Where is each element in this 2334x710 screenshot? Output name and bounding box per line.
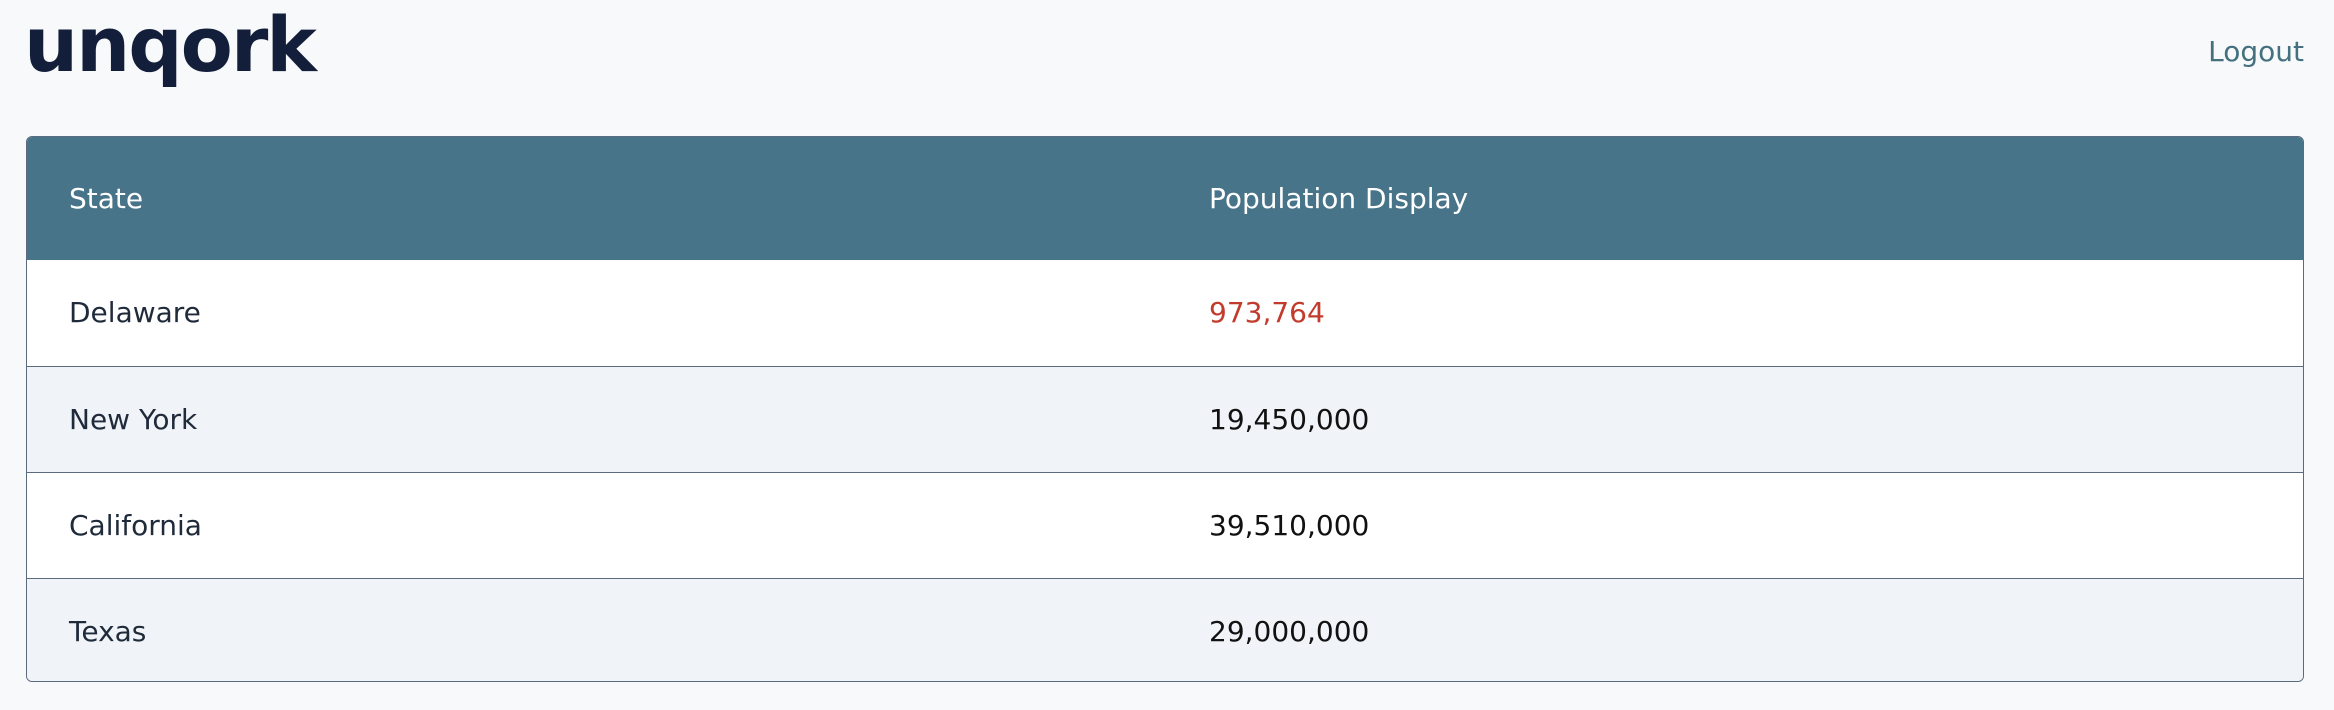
cell-population: 39,510,000 bbox=[1167, 471, 2303, 578]
table-header: State Population Display bbox=[27, 137, 2303, 260]
header-row: State Population Display bbox=[27, 137, 2303, 260]
cell-state: New York bbox=[27, 365, 1167, 472]
column-header-state: State bbox=[69, 182, 144, 215]
cell-population: 973,764 bbox=[1209, 296, 1325, 330]
cell-state: Texas bbox=[27, 577, 1167, 681]
table-row: California 39,510,000 bbox=[27, 471, 2303, 578]
column-header-population-display: Population Display bbox=[1209, 182, 1469, 215]
table-row: New York 19,450,000 bbox=[27, 365, 2303, 472]
unqork-logo[interactable]: unqork bbox=[24, 0, 317, 89]
table-row: Texas 29,000,000 bbox=[27, 577, 2303, 681]
table-body: Delaware 973,764 New York 19,450,000 Cal… bbox=[27, 260, 2303, 681]
cell-population: 29,000,000 bbox=[1167, 577, 2303, 681]
population-table: State Population Display Delaware 973,76… bbox=[26, 136, 2304, 682]
logout-link[interactable]: Logout bbox=[2208, 35, 2304, 68]
cell-state: California bbox=[27, 471, 1167, 578]
data-table: State Population Display Delaware 973,76… bbox=[27, 137, 2303, 681]
top-bar: unqork Logout bbox=[0, 0, 2334, 120]
cell-state: Delaware bbox=[69, 296, 201, 330]
table-row: Delaware 973,764 bbox=[27, 260, 2303, 366]
cell-population: 19,450,000 bbox=[1167, 365, 2303, 472]
